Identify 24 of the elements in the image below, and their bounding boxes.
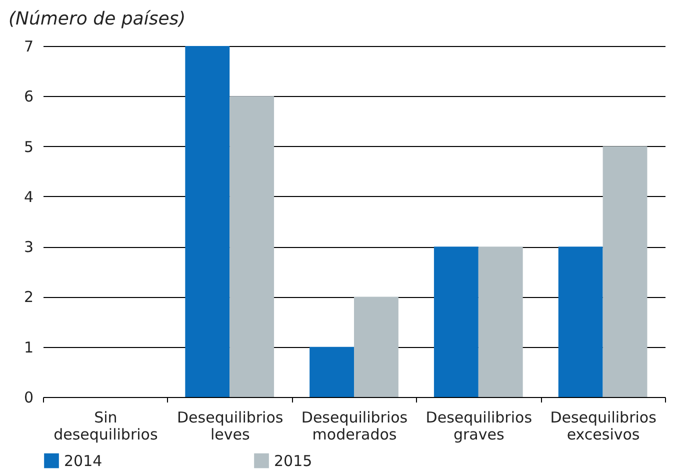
bar (558, 246, 603, 397)
bar (434, 246, 478, 397)
x-tick-label: Desequilibrios leves (177, 408, 284, 444)
x-tick-label: Desequilibrios moderados (301, 408, 408, 444)
y-tick-label: 2 (24, 288, 34, 306)
bar (185, 46, 230, 397)
y-tick-label: 3 (24, 238, 34, 256)
y-tick-label: 0 (24, 388, 34, 406)
legend-label: 2014 (64, 452, 102, 470)
y-tick-label: 5 (24, 138, 34, 156)
bar (602, 146, 648, 397)
x-tick-label: Desequilibrios excesivos (550, 408, 657, 444)
legend-label: 2015 (274, 452, 312, 470)
bar (230, 96, 274, 397)
y-tick-label: 1 (24, 338, 34, 356)
y-tick-label: 4 (24, 188, 34, 206)
y-tick-label: 7 (24, 38, 34, 56)
x-tick-label: Desequilibrios graves (426, 408, 532, 444)
y-tick-label: 6 (24, 88, 34, 106)
bar (354, 296, 398, 397)
bar (310, 346, 354, 397)
y-axis-title: (Número de países) (8, 8, 186, 30)
bar (478, 246, 523, 397)
x-tick-label: Sin desequilibrios (54, 408, 158, 444)
